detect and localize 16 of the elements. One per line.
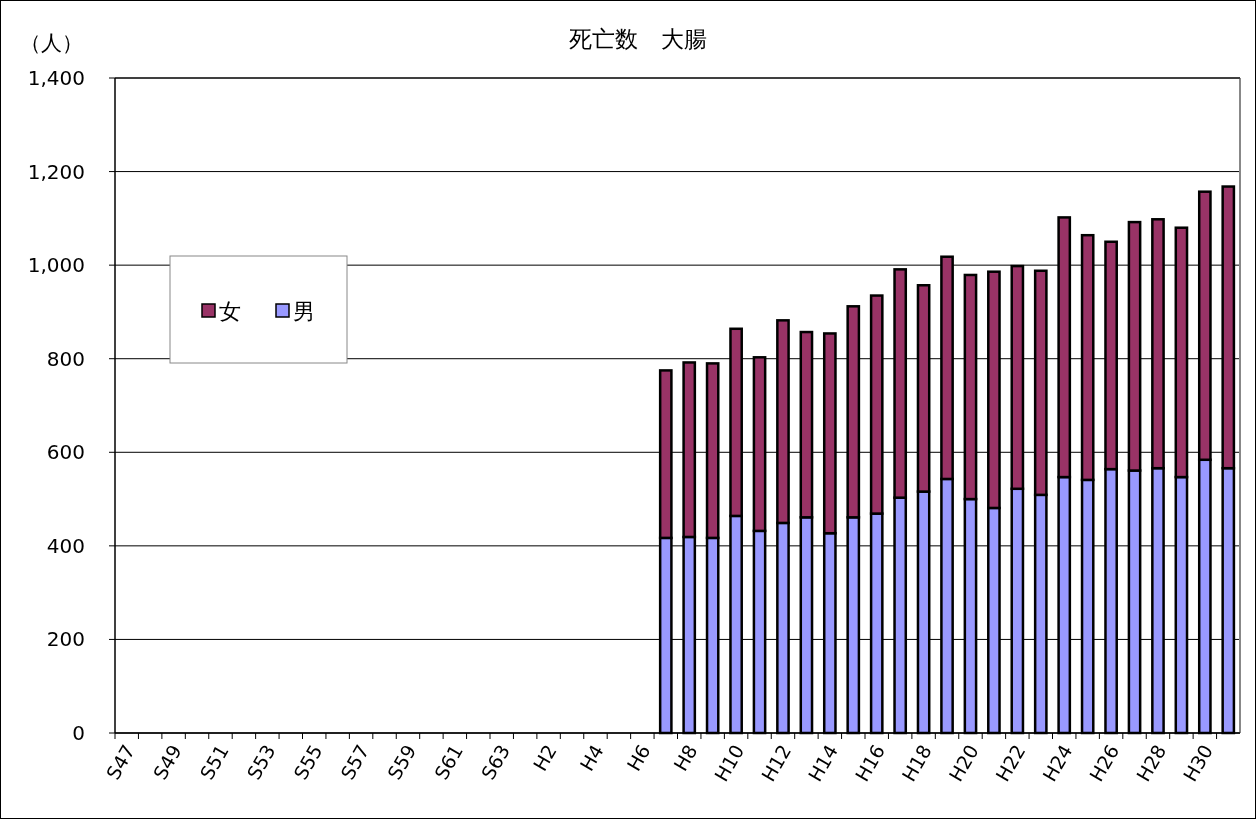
y-tick-label: 400 [46,533,85,558]
legend-label: 男 [293,299,315,324]
y-tick-label: 0 [72,721,85,745]
y-tick-label: 1,000 [27,253,85,278]
chart-title: 死亡数 大腸 [568,26,707,52]
x-tick-label: H8 [669,740,702,775]
y-tick-label: 1,400 [27,66,85,90]
y-axis-title: （人） [20,31,83,55]
y-tick-label: 600 [46,440,85,465]
y-tick-label: 800 [46,346,85,371]
x-tick-label: H6 [622,740,655,775]
y-tick-label: 200 [46,627,85,652]
legend-label: 女 [219,299,241,324]
x-tick-label: H4 [575,740,608,775]
y-tick-label: 1,200 [27,159,85,184]
x-tick-label: H2 [528,740,561,775]
